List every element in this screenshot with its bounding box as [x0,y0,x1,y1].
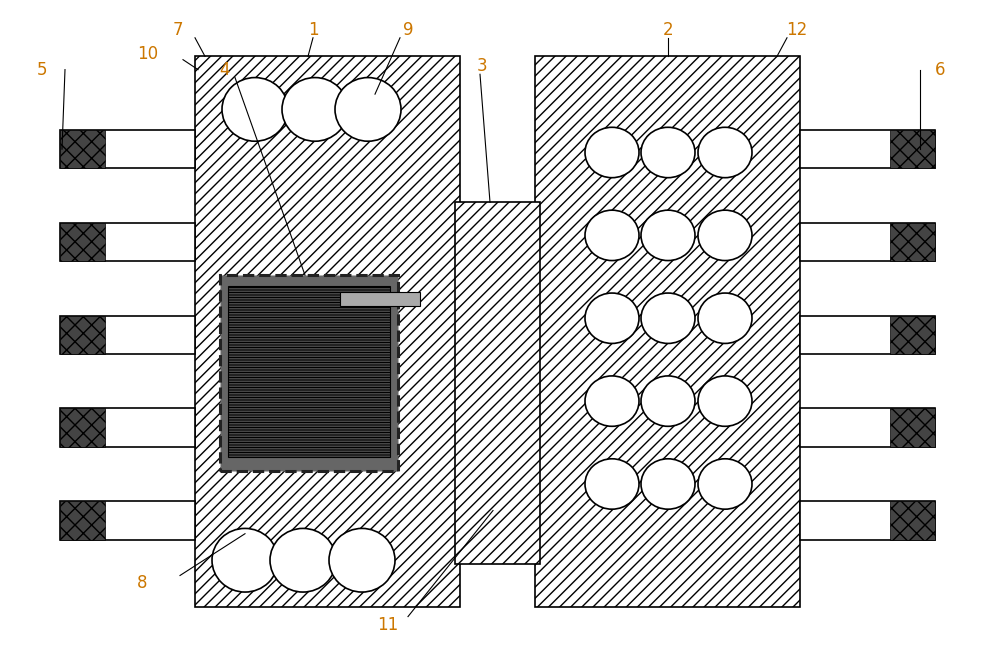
Ellipse shape [585,376,639,426]
Ellipse shape [698,127,752,178]
Bar [228,286,390,457]
Ellipse shape [222,78,288,141]
Ellipse shape [641,127,695,178]
Ellipse shape [270,528,336,592]
Bar [220,275,398,471]
Bar [890,501,935,540]
Text: 5: 5 [37,60,47,79]
Bar [60,501,195,540]
Ellipse shape [212,528,278,592]
Ellipse shape [641,459,695,509]
Bar [60,223,195,261]
Bar [340,292,420,306]
Bar [455,202,540,564]
Bar [60,501,105,540]
Bar [60,316,105,354]
Ellipse shape [585,127,639,178]
Bar [60,408,105,447]
Bar [890,316,935,354]
Ellipse shape [698,459,752,509]
Text: 7: 7 [173,21,183,39]
Bar [195,56,460,607]
Ellipse shape [585,210,639,261]
Bar [800,130,935,168]
Text: 1: 1 [308,21,318,39]
Text: 11: 11 [377,616,399,634]
Bar [800,316,935,354]
Bar [535,56,800,607]
Bar [60,130,105,168]
Text: 6: 6 [935,60,945,79]
Bar [890,408,935,447]
Bar [60,408,195,447]
Ellipse shape [641,293,695,343]
Bar [60,223,105,261]
Ellipse shape [698,293,752,343]
Bar [60,316,195,354]
Text: 9: 9 [403,21,413,39]
Ellipse shape [641,376,695,426]
Text: 3: 3 [477,57,487,76]
Text: 8: 8 [137,574,147,593]
Ellipse shape [335,78,401,141]
Ellipse shape [329,528,395,592]
Bar [800,501,935,540]
Ellipse shape [585,459,639,509]
Ellipse shape [585,293,639,343]
Ellipse shape [282,78,348,141]
Text: 2: 2 [663,21,673,39]
Ellipse shape [641,210,695,261]
Text: 12: 12 [786,21,808,39]
Ellipse shape [698,210,752,261]
Text: 4: 4 [220,60,230,79]
Bar [800,408,935,447]
Bar [890,130,935,168]
Ellipse shape [698,376,752,426]
Text: 10: 10 [137,45,159,64]
Bar [60,130,195,168]
Bar [800,223,935,261]
Bar [890,223,935,261]
